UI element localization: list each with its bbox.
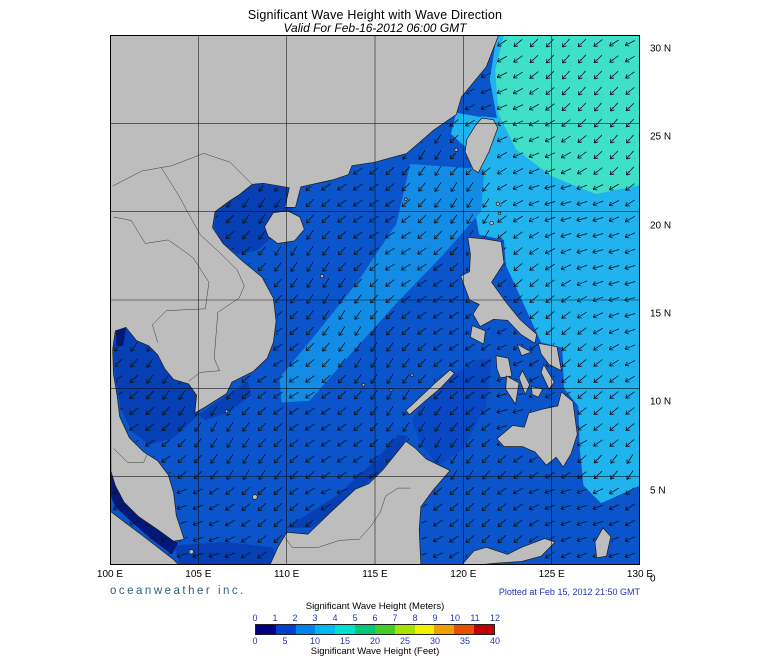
axis-tick: 130 E	[626, 569, 654, 580]
legend-feet-ticks: 0 5 10 15 20 25 30 35 40	[252, 636, 500, 646]
axis-tick: 4	[332, 613, 338, 623]
axis-tick: 20 N	[650, 220, 672, 232]
colorbar-segment	[474, 625, 494, 634]
legend-meters-ticks: 0 1 2 3 4 5 6 7 8 9 10 11 12	[252, 613, 500, 623]
axis-tick: 0	[252, 636, 258, 646]
axis-tick: 2	[292, 613, 298, 623]
colorbar-segment	[355, 625, 375, 634]
oceanweather-branding: oceanweather inc.	[110, 585, 246, 597]
axis-tick: 10	[449, 613, 461, 623]
axis-tick: 1	[272, 613, 278, 623]
map-title: Significant Wave Height with Wave Direct…	[247, 8, 503, 22]
legend-feet-title: Significant Wave Height (Feet)	[310, 646, 440, 657]
axis-tick: 6	[372, 613, 378, 623]
axis-tick: 35	[459, 636, 471, 646]
axis-tick: 20	[369, 636, 381, 646]
axis-tick: 5 N	[650, 485, 666, 497]
colorbar-segment	[315, 625, 336, 634]
axis-tick: 7	[392, 613, 398, 623]
axis-tick: 8	[412, 613, 418, 623]
axis-tick: 30	[429, 636, 441, 646]
axis-tick: 115 E	[362, 569, 388, 580]
axis-tick: 3	[312, 613, 318, 623]
axis-tick: 9	[432, 613, 438, 623]
axis-tick: 120 E	[450, 569, 477, 580]
axis-tick: 0	[252, 613, 258, 623]
axis-tick: 15	[339, 636, 351, 646]
legend-colorbar	[255, 624, 495, 635]
axis-tick: 25 N	[650, 131, 672, 143]
axis-tick: 30 N	[650, 43, 672, 55]
colorbar-segment	[374, 625, 395, 634]
colorbar-segment	[434, 625, 455, 634]
colorbar-segment	[335, 625, 356, 634]
wave-height-map	[110, 35, 640, 565]
axis-tick: 110 E	[273, 569, 300, 580]
axis-tick: 5	[282, 636, 288, 646]
axis-tick: 10	[309, 636, 321, 646]
plotted-timestamp: Plotted at Feb 15, 2012 21:50 GMT	[498, 587, 640, 597]
colorbar-segment	[295, 625, 316, 634]
axis-tick: 11	[470, 613, 480, 623]
x-axis-ticks: 100 E 105 E 110 E 115 E 120 E 125 E 130 E	[97, 569, 653, 583]
axis-tick: 100 E	[96, 569, 124, 580]
colorbar-segment	[256, 625, 276, 634]
axis-tick: 10 N	[650, 396, 672, 408]
wave-direction-arrows	[112, 38, 636, 560]
legend-meters-title: Significant Wave Height (Meters)	[305, 601, 445, 612]
axis-tick: 105 E	[185, 569, 212, 580]
colorbar-segment	[414, 625, 435, 634]
axis-tick: 40	[489, 636, 501, 646]
colorbar-segment	[454, 625, 475, 634]
axis-tick: 5	[352, 613, 358, 623]
map-subtitle: Valid For Feb-16-2012 06:00 GMT	[283, 21, 467, 35]
axis-tick: 0	[650, 573, 656, 585]
axis-tick: 125 E	[538, 569, 565, 580]
colorbar-segment	[275, 625, 296, 634]
axis-tick: 12	[489, 613, 501, 623]
axis-tick: 25	[399, 636, 411, 646]
axis-tick: 15 N	[650, 308, 672, 320]
y-axis-ticks: 30 N 25 N 20 N 15 N 10 N 5 N 0	[650, 44, 692, 585]
colorbar-segment	[394, 625, 415, 634]
